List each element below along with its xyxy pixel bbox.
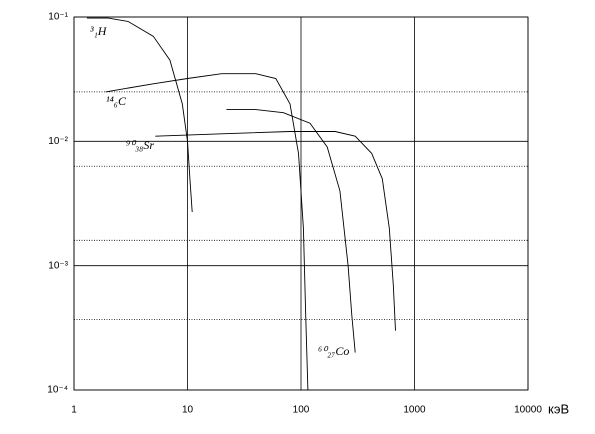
- series-line: [86, 17, 193, 213]
- y-tick-label: 10⁻³: [48, 260, 68, 271]
- series-label: ¹⁴₆C: [106, 94, 127, 108]
- x-tick-label: 1000: [403, 405, 426, 416]
- series-line: [105, 73, 309, 391]
- series-label: ⁶⁰₂₇Co: [318, 344, 349, 358]
- x-tick-label: 10000: [514, 405, 542, 416]
- x-tick-label: 1: [71, 405, 77, 416]
- series-line: [155, 131, 396, 331]
- series-line: [226, 109, 356, 353]
- x-tick-label: 10: [182, 405, 194, 416]
- x-tick-label: 100: [293, 405, 310, 416]
- y-tick-label: 10⁻¹: [48, 12, 68, 23]
- x-axis-label: кэВ: [548, 401, 569, 416]
- series-label: ⁹⁰₃₈Sr: [126, 138, 154, 152]
- y-tick-label: 10⁻²: [48, 136, 68, 147]
- y-tick-label: 10⁻⁴: [47, 385, 68, 396]
- series-label: ³₁H: [90, 24, 108, 38]
